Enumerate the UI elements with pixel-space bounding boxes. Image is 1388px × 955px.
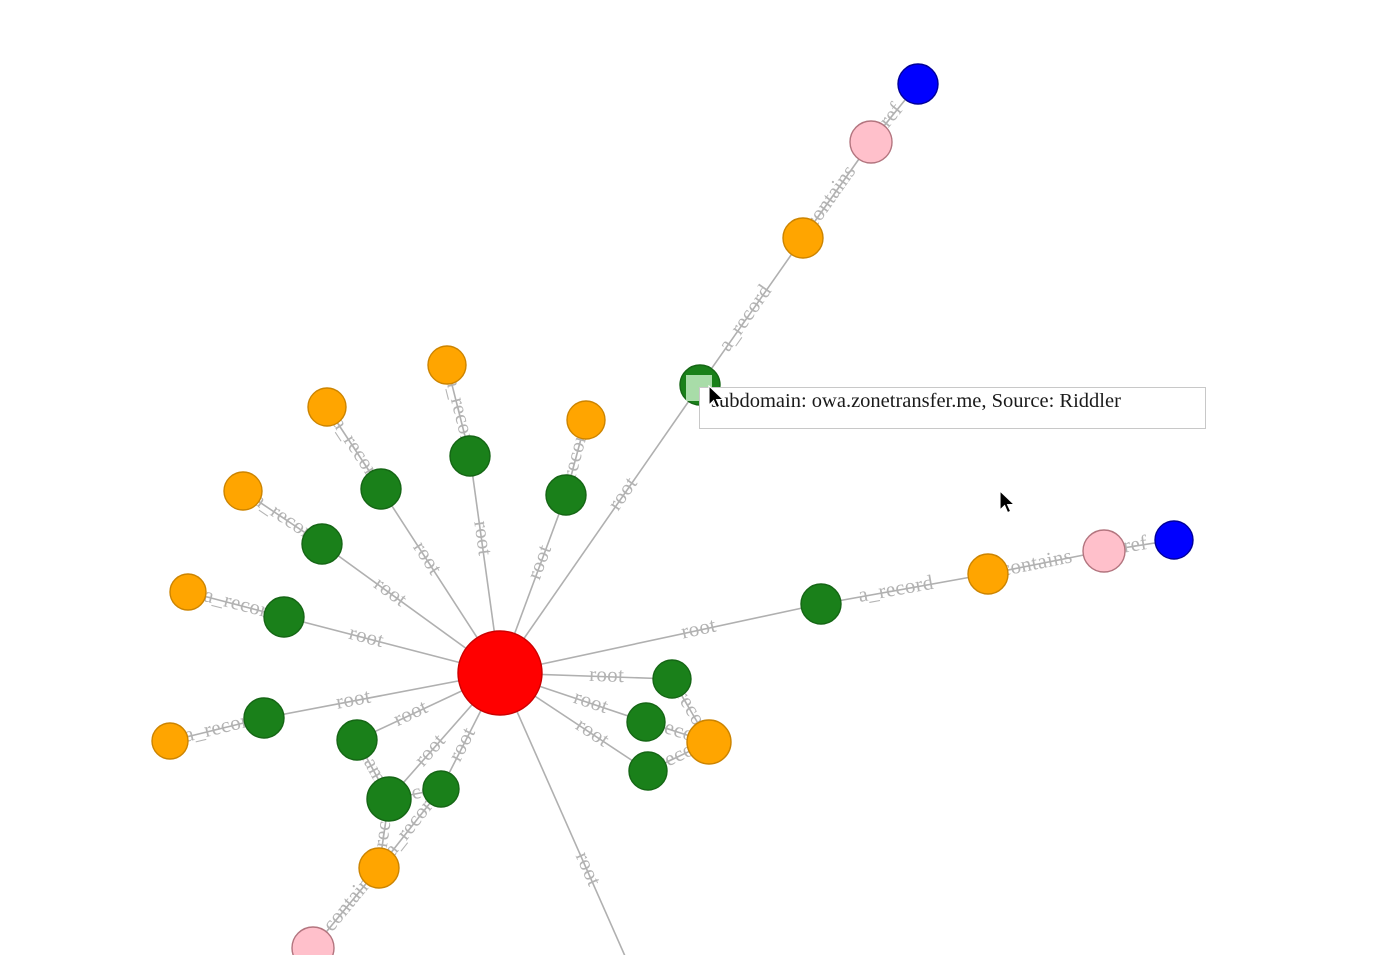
- node-subdomain[interactable]: [449, 435, 491, 477]
- node-ip-address[interactable]: [566, 400, 606, 440]
- edge-label: a_record: [856, 570, 935, 607]
- node-root-domain[interactable]: [457, 630, 543, 716]
- node-ip-address[interactable]: [686, 719, 732, 765]
- edge-label: root: [589, 662, 625, 687]
- nodes-layer: [151, 63, 1194, 955]
- node-subdomain[interactable]: [366, 776, 412, 822]
- node-subdomain[interactable]: [301, 523, 343, 565]
- graph-edge[interactable]: [499, 384, 701, 674]
- node-ip-address[interactable]: [151, 722, 189, 760]
- edge-label: root: [572, 712, 614, 751]
- edge-label: root: [522, 541, 557, 582]
- node-netblock[interactable]: [849, 120, 893, 164]
- graph-edge[interactable]: [499, 603, 822, 674]
- node-netblock[interactable]: [291, 926, 335, 955]
- node-ip-address[interactable]: [307, 387, 347, 427]
- node-asn[interactable]: [1154, 520, 1194, 560]
- node-netblock[interactable]: [1082, 529, 1126, 573]
- node-subdomain[interactable]: [628, 751, 668, 791]
- node-subdomain[interactable]: [336, 719, 378, 761]
- edge-label: root: [334, 684, 373, 714]
- node-ip-address[interactable]: [967, 553, 1009, 595]
- graph-edge[interactable]: [699, 237, 804, 386]
- node-subdomain[interactable]: [652, 659, 692, 699]
- node-subdomain[interactable]: [360, 468, 402, 510]
- edge-label: root: [443, 723, 480, 765]
- node-ip-address[interactable]: [223, 471, 263, 511]
- node-ip-address[interactable]: [169, 573, 207, 611]
- edge-label: root: [679, 613, 718, 644]
- edge-label: contains: [998, 543, 1074, 581]
- edge-label: root: [571, 684, 612, 718]
- node-subdomain[interactable]: [545, 474, 587, 516]
- edge-label: root: [347, 620, 387, 652]
- node-subdomain[interactable]: [422, 770, 460, 808]
- node-tooltip: subdomain: owa.zonetransfer.me, Source: …: [699, 387, 1206, 429]
- node-subdomain[interactable]: [263, 596, 305, 638]
- node-ip-address[interactable]: [358, 847, 400, 889]
- node-asn[interactable]: [897, 63, 939, 105]
- edge-label: root: [408, 537, 447, 579]
- node-ip-address[interactable]: [782, 217, 824, 259]
- edge-label: ref: [1121, 530, 1149, 557]
- edge-label: root: [409, 729, 450, 771]
- graph-edge[interactable]: [820, 573, 989, 605]
- node-subdomain[interactable]: [626, 702, 666, 742]
- node-ip-address[interactable]: [427, 345, 467, 385]
- node-subdomain[interactable]: [800, 583, 842, 625]
- edge-label: a_record: [713, 279, 776, 355]
- edge-label: root: [469, 519, 498, 557]
- edge-label: root: [571, 848, 607, 890]
- node-subdomain[interactable]: [243, 697, 285, 739]
- edge-label: root: [389, 694, 431, 731]
- graph-edge[interactable]: [499, 672, 640, 955]
- edges-layer: [169, 83, 1175, 955]
